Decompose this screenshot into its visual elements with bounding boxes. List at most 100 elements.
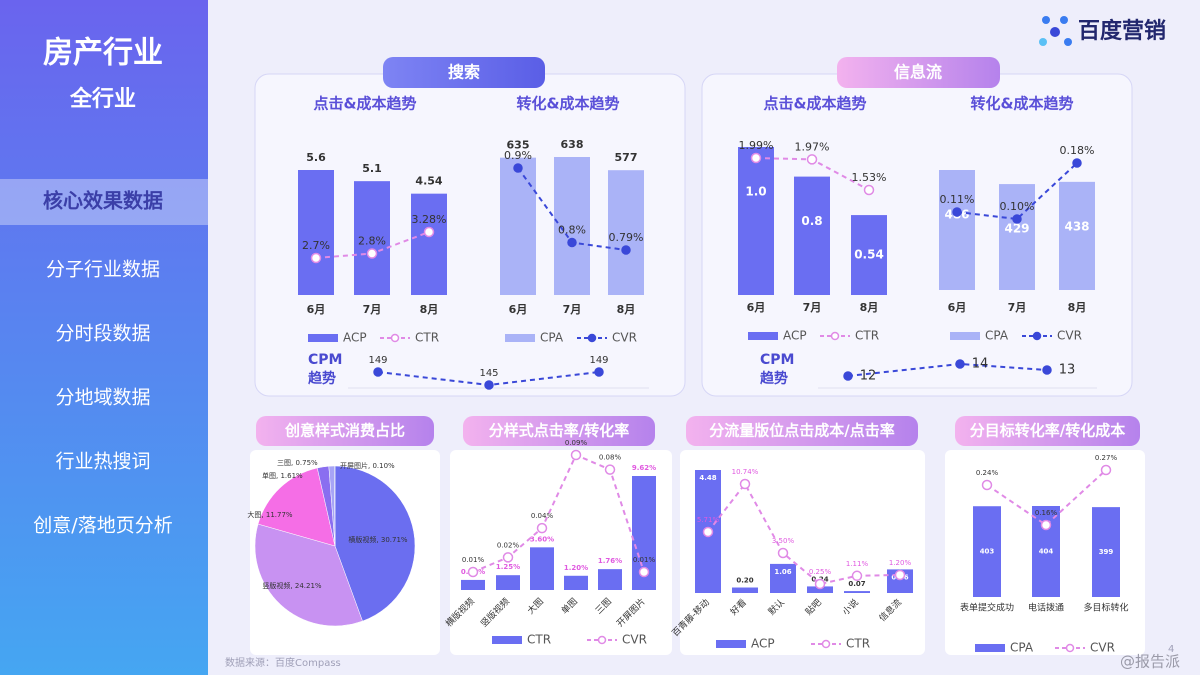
data-label: 0.09% [565,439,588,447]
cpm-title: CPM 趋势 [760,352,794,387]
bar [794,176,830,295]
bar [411,193,447,295]
menu-item[interactable]: 核心效果数据 [43,189,163,213]
data-label: 1.11% [846,560,869,568]
x-tick-label: 6月 [509,303,528,316]
data-label: 12 [860,369,877,384]
data-label: 0.08% [599,454,622,462]
marker [777,547,789,559]
bar-label: 1.25% [496,563,520,571]
legend-swatch [975,644,1005,652]
bar-label: 1.0 [745,185,766,199]
chart-subtitle: 点击&成本趋势 [763,95,866,113]
pie-label: 单图, 1.61% [262,471,303,480]
marker [638,566,650,578]
logo-text: 百度营销 [1078,18,1166,44]
bar [500,157,536,295]
marker [863,184,875,196]
marker [955,359,965,369]
marker [1072,158,1082,168]
chart-pill [463,416,655,446]
bar-label: 0.8 [801,214,822,228]
legend-marker [830,331,840,341]
legend-marker [597,635,607,645]
marker [851,570,863,582]
marker [739,478,751,490]
x-tick-label: 6月 [948,301,967,314]
menu-item[interactable]: 行业热搜词 [55,451,150,473]
legend-label: ACP [751,637,775,651]
menu-item[interactable]: 分子行业数据 [46,259,160,281]
chart-subtitle: 转化&成本趋势 [970,95,1073,113]
bar-label: 0.07 [848,580,865,588]
marker [814,578,826,590]
panel [450,450,672,655]
legend-label: CVR [622,633,647,647]
marker [1012,214,1022,224]
data-label: 0.8% [558,224,586,237]
bar-label: 404 [1039,548,1054,556]
x-tick-label: 8月 [860,301,879,314]
pie-label: 三图, 0.75% [277,459,318,467]
data-label: 0.01% [633,556,656,564]
x-tick-label: 7月 [1008,301,1027,314]
legend-marker [1065,643,1075,653]
marker [570,449,582,461]
chart-pill [686,416,918,446]
marker [536,522,548,534]
data-label: 1.53% [852,171,887,184]
marker [423,226,435,238]
section-pill [837,57,1000,88]
x-tick-label: 7月 [803,301,822,314]
marker [806,154,818,165]
chart-pill [955,416,1140,446]
source: 数据来源：百度Compass [225,656,341,669]
x-tick-label: 7月 [363,303,382,316]
bar [807,586,833,593]
legend-label: CTR [846,637,870,651]
marker [702,526,714,538]
marker [567,237,577,248]
menu-item[interactable]: 分地域数据 [55,387,150,409]
menu-item[interactable]: 创意/落地页分析 [33,515,172,537]
chart-subtitle: 转化&成本趋势 [516,95,619,113]
data-label: 14 [972,357,989,372]
marker [310,252,322,264]
data-label: 0.27% [1095,454,1118,462]
legend-marker [587,333,597,343]
legend-label: ACP [783,329,807,343]
bar-label: 4.54 [415,175,442,188]
bar-label: 403 [980,548,995,556]
marker [373,367,383,377]
marker [484,380,494,390]
bar [973,506,1001,597]
legend-marker [821,639,831,649]
marker [621,245,631,255]
data-label: 3.28% [412,213,447,226]
bar [298,170,334,295]
bar [598,569,622,590]
bar-label: 1.76% [598,557,622,565]
bar-label: 5.6 [306,151,326,164]
bar-label: 9.62% [632,464,656,472]
bar [851,215,887,295]
watermark: @报告派 [1120,653,1180,671]
menu-item[interactable]: 分时段数据 [55,323,150,345]
legend-label: CPA [1010,641,1034,655]
bar [738,147,774,295]
data-label: 0.16% [1035,509,1058,517]
bar [1059,181,1095,290]
marker [1040,519,1052,531]
bar-label: 0.20 [736,577,753,585]
data-label: 0.79% [609,231,644,244]
bar-label: 5.1 [362,162,382,175]
data-label: 0.01% [462,556,485,564]
data-label: 3.50% [772,537,795,545]
x-tick-label: 电话拨通 [1028,602,1064,614]
data-label: 2.7% [302,239,330,252]
data-label: 0.02% [497,541,520,549]
data-label: 0.04% [531,512,554,520]
marker [894,569,906,581]
legend-label: CTR [855,329,879,343]
